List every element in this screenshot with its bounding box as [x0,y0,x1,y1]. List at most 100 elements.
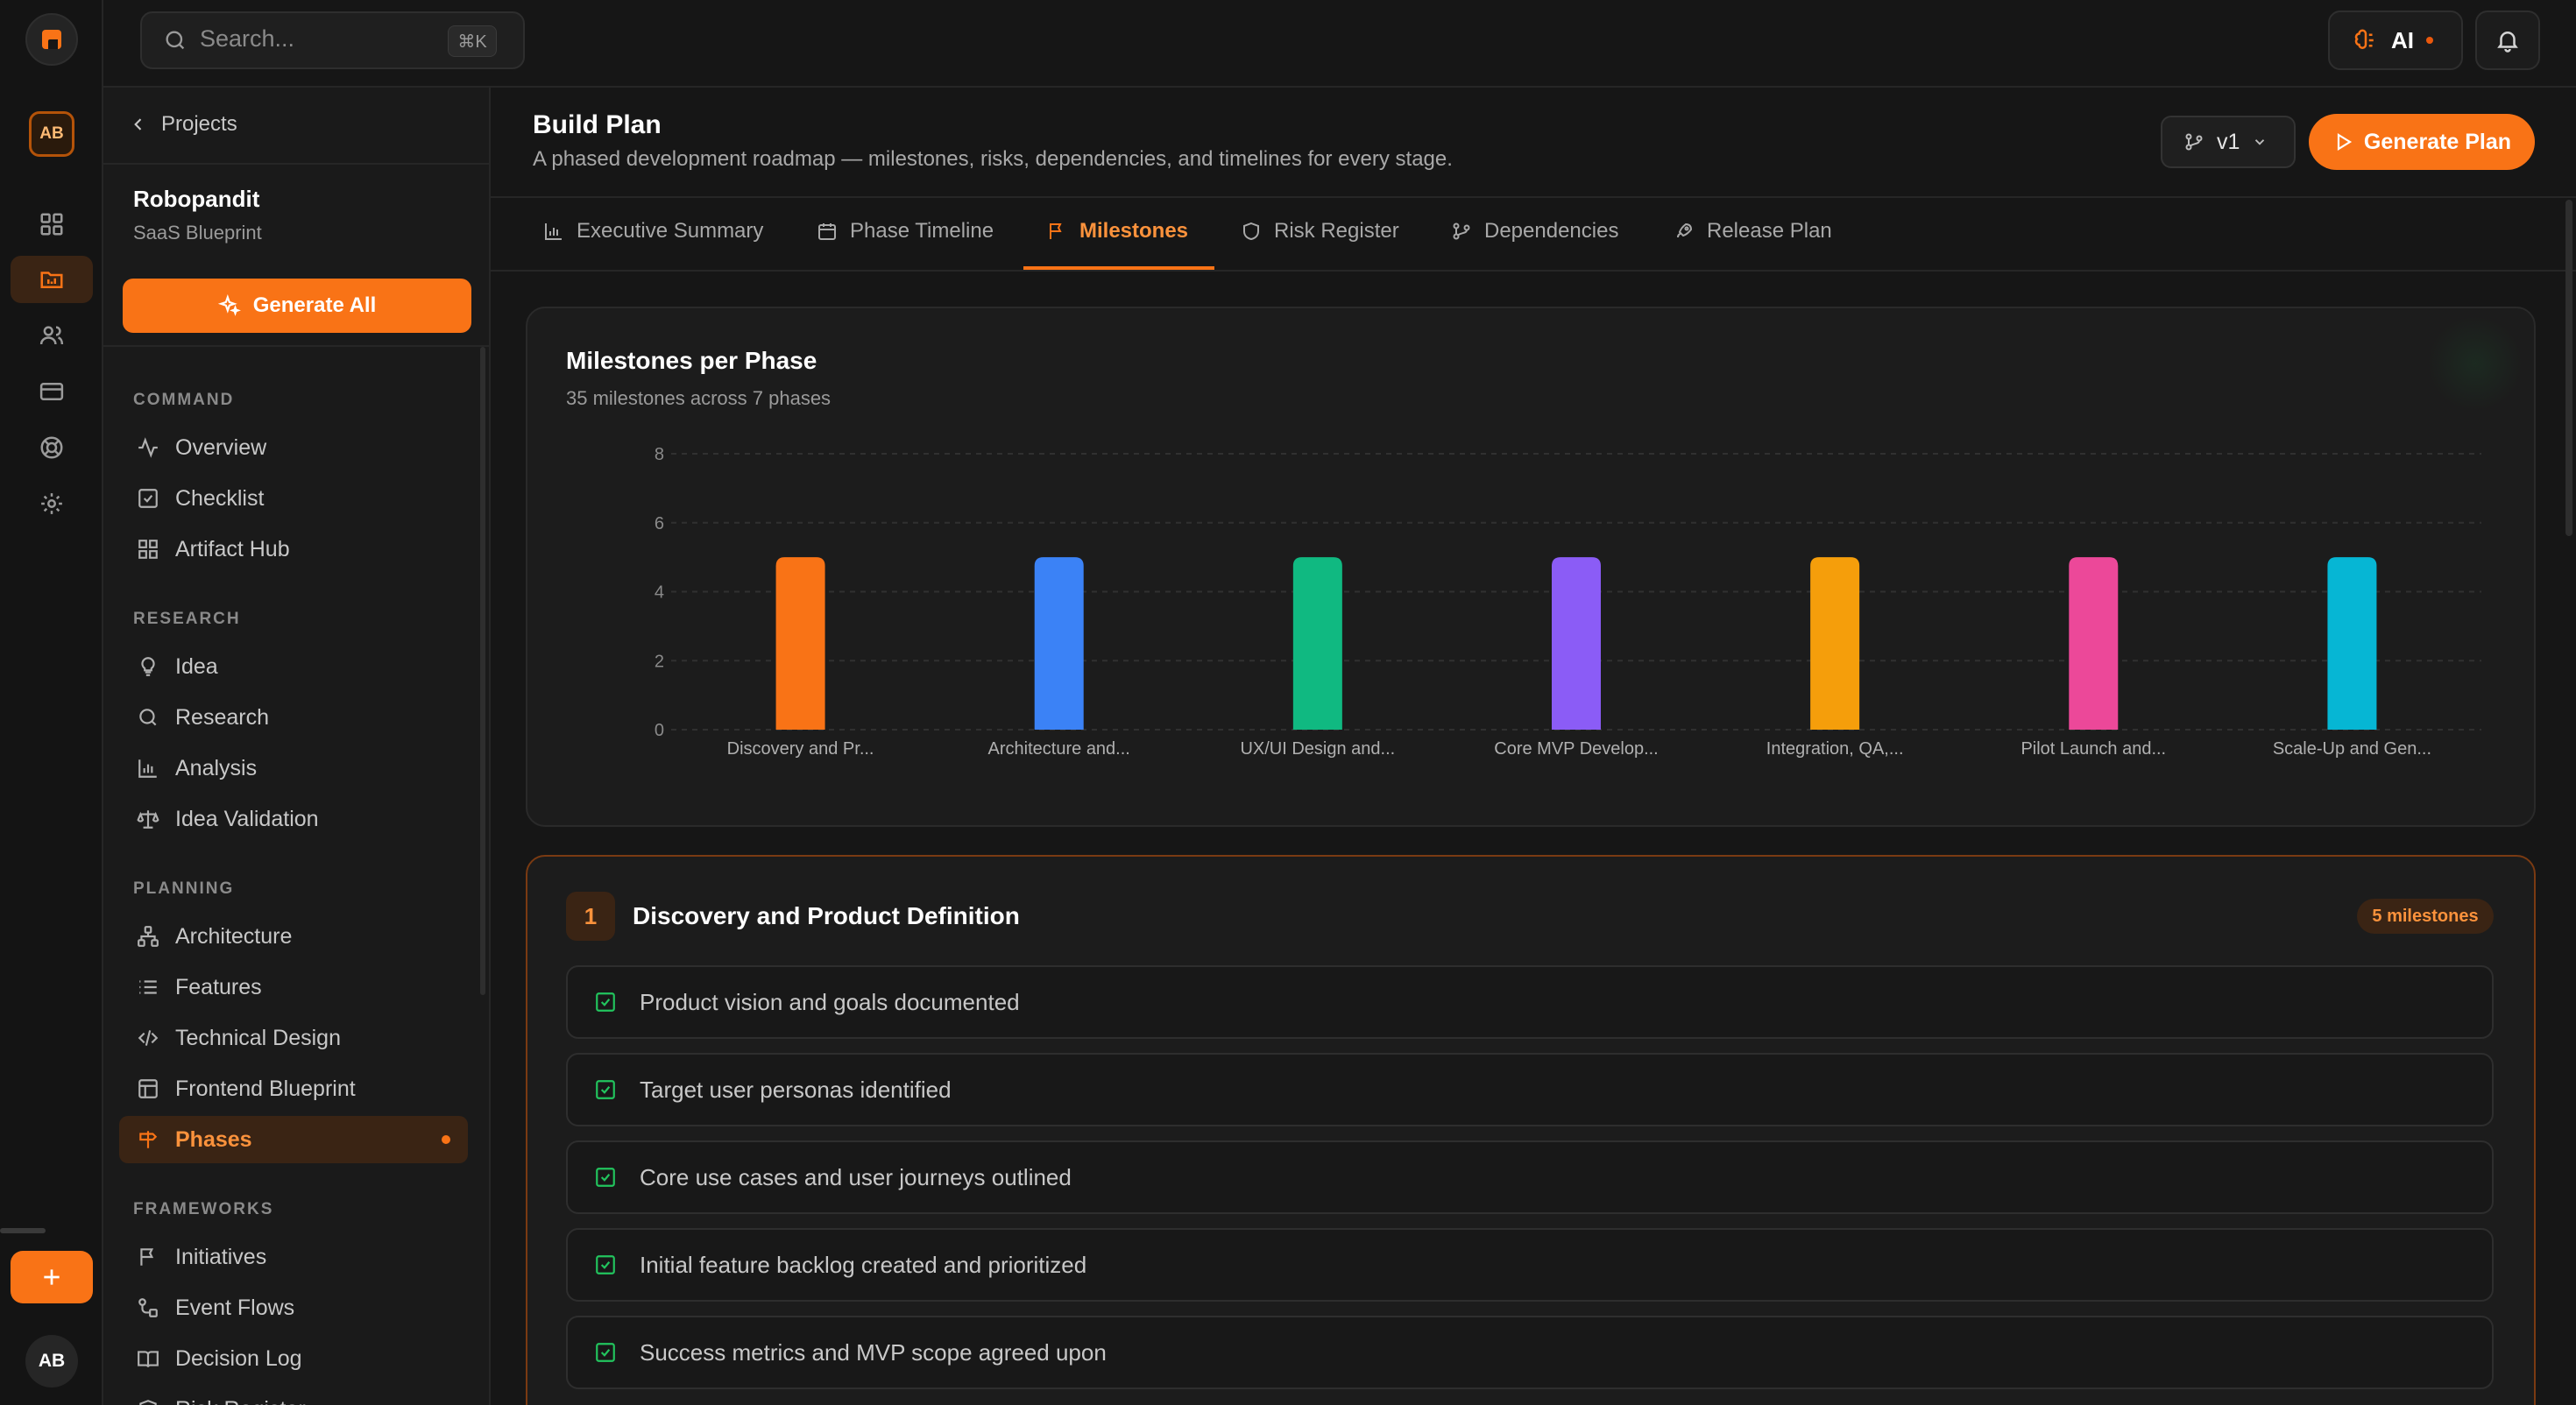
sidebar-item-research[interactable]: Research [119,694,468,741]
rail-dashboard[interactable] [11,201,93,248]
sidebar-item-event-flows[interactable]: Event Flows [119,1284,468,1331]
sidebar-item-label: Idea Validation [175,806,319,831]
section-command-title: COMMAND [133,391,235,409]
sidebar-scrollbar[interactable] [480,347,485,995]
milestone-label: Target user personas identified [640,1076,952,1103]
sidebar-item-technical-design[interactable]: Technical Design [119,1014,468,1062]
sidebar-item-idea-validation[interactable]: Idea Validation [119,795,468,843]
y-tick-label: 0 [655,721,664,740]
rail-resize-handle[interactable] [0,1228,46,1233]
page-description: A phased development roadmap — milestone… [533,147,1453,171]
tab-label: Release Plan [1707,219,1832,243]
tab-dependencies[interactable]: Dependencies [1451,219,1618,244]
sidebar-item-label: Event Flows [175,1295,295,1320]
notifications-button[interactable] [2475,11,2540,70]
bar [2327,557,2377,730]
sidebar-item-overview[interactable]: Overview [119,424,468,471]
checkbox-checked-icon [596,1255,615,1274]
tab-label: Risk Register [1274,219,1399,243]
decorative-glow [2427,315,2523,412]
brain-icon [2354,29,2374,50]
list-icon [139,980,157,994]
milestone-label: Initial feature backlog created and prio… [640,1251,1087,1278]
sidebar-item-label: Features [175,974,262,999]
sidebar-item-checklist[interactable]: Checklist [119,475,468,522]
search-icon [139,709,157,726]
section-frameworks-title: FRAMEWORKS [133,1200,274,1218]
git-branch-icon [2185,133,2203,151]
bar [775,557,825,730]
back-to-projects[interactable]: Projects [130,112,237,137]
sidebar-item-features[interactable]: Features [119,964,468,1011]
bar [1034,557,1084,730]
sidebar-item-phases[interactable]: Phases [119,1116,468,1163]
shield-icon [1243,222,1259,241]
section-research-title: RESEARCH [133,610,241,628]
sidebar-item-label: Technical Design [175,1025,341,1050]
workspace-avatar[interactable]: AB [29,111,74,157]
help-icon [40,436,63,459]
sidebar-item-artifact-hub[interactable]: Artifact Hub [119,526,468,573]
project-name: Robopandit [133,186,260,212]
sidebar-item-frontend-blueprint[interactable]: Frontend Blueprint [119,1065,468,1112]
main-scrollbar[interactable] [2565,200,2572,536]
sidebar-item-label: Risk Register [175,1397,306,1405]
y-tick-label: 8 [655,445,664,464]
rail-projects[interactable] [11,256,93,303]
milestone-item[interactable]: Core use cases and user journeys outline… [566,1140,2494,1214]
milestones-bar-chart: 0 2 4 6 8 Discovery and Pr... Architecture and… [655,445,2481,759]
milestone-item[interactable]: Target user personas identified [566,1053,2494,1126]
sidebar-item-decision-log[interactable]: Decision Log [119,1335,468,1382]
ai-button[interactable]: AI [2328,11,2463,70]
icon-rail [0,0,103,1405]
sidebar-item-initiatives[interactable]: Initiatives [119,1233,468,1281]
sidebar-item-idea[interactable]: Idea [119,643,468,690]
milestone-item[interactable]: Initial feature backlog created and prio… [566,1228,2494,1302]
app-logo[interactable] [25,13,78,66]
tab-label: Milestones [1079,219,1189,243]
generate-all-button[interactable]: Generate All [123,279,471,333]
user-avatar[interactable]: AB [25,1335,78,1387]
rail-help[interactable] [11,424,93,471]
x-tick-label: Architecture and... [988,739,1130,759]
divider [103,345,491,347]
checkbox-checked-icon [596,992,615,1012]
bar [1552,557,1601,730]
rail-billing[interactable] [11,368,93,415]
tab-phase-timeline[interactable]: Phase Timeline [817,219,994,244]
flag-icon [140,1248,154,1266]
sidebar-item-label: Research [175,704,269,730]
milestone-item[interactable]: Success metrics and MVP scope agreed upo… [566,1316,2494,1389]
milestone-label: Product vision and goals documented [640,988,1020,1015]
tab-risk-register[interactable]: Risk Register [1241,219,1399,244]
tab-release-plan[interactable]: Release Plan [1674,219,1832,244]
rocket-icon [1677,222,1693,238]
tab-milestones[interactable]: Milestones [1046,219,1188,244]
milestone-item[interactable]: Product vision and goals documented [566,965,2494,1039]
tab-executive-summary[interactable]: Executive Summary [543,219,763,244]
settings-icon [41,493,62,514]
checkbox-icon [138,489,158,508]
sidebar-item-analysis[interactable]: Analysis [119,745,468,792]
flag-icon [1050,223,1062,239]
generate-plan-button[interactable]: Generate Plan [2309,114,2535,170]
network-icon [138,926,159,947]
tab-label: Dependencies [1484,219,1619,243]
checkbox-checked-icon [596,1080,615,1099]
sidebar-item-architecture[interactable]: Architecture [119,913,468,960]
search-placeholder: Search... [200,25,295,52]
back-label: Projects [161,112,237,136]
version-select[interactable]: v1 [2161,116,2296,168]
rail-users[interactable] [11,312,93,359]
scale-icon [137,810,159,829]
sidebar-item-risk-register[interactable]: Risk Register [119,1386,468,1405]
users-icon [39,326,64,345]
new-project-button[interactable] [11,1251,93,1303]
tab-label: Phase Timeline [850,219,994,243]
y-tick-label: 4 [655,583,664,603]
ai-label: AI [2391,26,2414,53]
rail-settings[interactable] [11,480,93,527]
shield-icon [139,1400,157,1405]
book-open-icon [138,1351,159,1367]
x-tick-label: UX/UI Design and... [1240,739,1395,759]
